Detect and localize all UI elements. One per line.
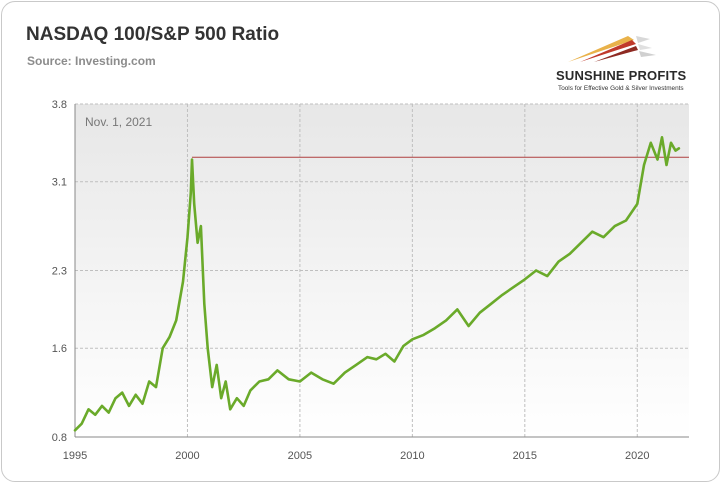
data-point bbox=[580, 241, 582, 244]
y-tick-label: 1.6 bbox=[52, 343, 67, 355]
data-point bbox=[643, 164, 645, 166]
data-point bbox=[355, 363, 358, 366]
data-point bbox=[310, 371, 313, 374]
y-tick-label: 0.8 bbox=[52, 432, 67, 444]
chart-source: Source: Investing.com bbox=[27, 54, 156, 68]
data-point bbox=[478, 311, 481, 314]
data-point bbox=[191, 158, 193, 161]
data-point bbox=[101, 405, 103, 407]
data-point bbox=[200, 225, 202, 228]
data-point bbox=[656, 158, 659, 161]
x-tick-label: 2015 bbox=[513, 450, 537, 462]
data-point bbox=[148, 380, 151, 383]
data-point bbox=[512, 286, 515, 289]
data-point bbox=[189, 191, 192, 194]
y-tick-label: 3.1 bbox=[52, 177, 67, 189]
data-point bbox=[196, 241, 199, 244]
data-point bbox=[141, 402, 144, 405]
data-point bbox=[287, 378, 290, 381]
sun-rays-icon bbox=[568, 36, 656, 62]
data-point bbox=[80, 422, 83, 425]
data-point bbox=[175, 319, 178, 322]
data-point bbox=[182, 280, 184, 283]
data-point bbox=[321, 378, 324, 381]
data-point bbox=[366, 356, 369, 358]
data-point bbox=[94, 413, 97, 416]
x-tick-label: 2000 bbox=[175, 450, 199, 462]
data-point bbox=[186, 236, 189, 239]
data-point bbox=[242, 405, 245, 407]
data-point bbox=[155, 386, 157, 388]
data-point bbox=[215, 363, 218, 366]
data-point bbox=[422, 333, 425, 336]
data-point bbox=[670, 141, 672, 144]
data-point bbox=[220, 397, 223, 400]
data-point bbox=[467, 325, 470, 327]
data-point bbox=[490, 302, 492, 305]
data-point bbox=[677, 147, 680, 150]
data-point bbox=[276, 369, 279, 372]
data-point bbox=[299, 380, 301, 383]
data-point bbox=[267, 378, 270, 381]
data-point bbox=[625, 219, 627, 222]
sunshine-profits-logo: SUNSHINE PROFITS Tools for Effective Gol… bbox=[550, 30, 710, 98]
data-point bbox=[674, 149, 677, 152]
data-point bbox=[168, 336, 171, 338]
data-point bbox=[546, 275, 549, 277]
data-point bbox=[134, 393, 137, 396]
date-annotation: Nov. 1, 2021 bbox=[85, 115, 152, 129]
data-point bbox=[114, 397, 117, 400]
data-point bbox=[393, 360, 396, 363]
data-point bbox=[193, 203, 196, 205]
data-point bbox=[161, 347, 164, 350]
data-point bbox=[211, 386, 214, 388]
x-tick-label: 2010 bbox=[400, 450, 424, 462]
data-point bbox=[411, 338, 414, 341]
data-point bbox=[568, 252, 571, 255]
data-point bbox=[206, 347, 209, 350]
data-point bbox=[128, 405, 130, 407]
data-point bbox=[445, 319, 447, 322]
data-point bbox=[535, 269, 537, 272]
x-tick-label: 1995 bbox=[63, 450, 87, 462]
data-point bbox=[402, 345, 405, 347]
data-point bbox=[613, 225, 616, 228]
data-point bbox=[332, 382, 335, 385]
data-point bbox=[501, 294, 504, 296]
data-point bbox=[456, 308, 459, 311]
data-point bbox=[258, 380, 261, 383]
data-point bbox=[74, 429, 76, 432]
data-point bbox=[249, 389, 252, 392]
logo-name: SUNSHINE PROFITS bbox=[556, 68, 687, 83]
data-point bbox=[665, 164, 668, 166]
y-tick-label: 3.8 bbox=[52, 99, 67, 111]
data-point bbox=[433, 327, 436, 330]
data-point bbox=[591, 230, 594, 233]
chart-title: NASDAQ 100/S&P 500 Ratio bbox=[26, 24, 280, 45]
data-point bbox=[236, 397, 238, 400]
data-point bbox=[384, 352, 387, 355]
data-point bbox=[87, 408, 90, 411]
data-point bbox=[602, 236, 605, 239]
data-point bbox=[121, 391, 124, 394]
x-tick-label: 2005 bbox=[288, 450, 312, 462]
x-tick-label: 2020 bbox=[625, 450, 649, 462]
data-point bbox=[203, 302, 206, 305]
data-point bbox=[375, 358, 378, 361]
logo-tagline: Tools for Effective Gold & Silver Invest… bbox=[558, 85, 684, 92]
data-point bbox=[107, 411, 110, 414]
data-point bbox=[557, 260, 560, 263]
data-point bbox=[523, 278, 526, 281]
y-tick-label: 2.3 bbox=[52, 266, 67, 278]
data-point bbox=[229, 408, 232, 411]
data-point bbox=[636, 203, 639, 205]
data-point bbox=[649, 141, 652, 144]
data-point bbox=[661, 136, 663, 139]
data-point bbox=[343, 371, 346, 374]
data-point bbox=[224, 380, 227, 383]
